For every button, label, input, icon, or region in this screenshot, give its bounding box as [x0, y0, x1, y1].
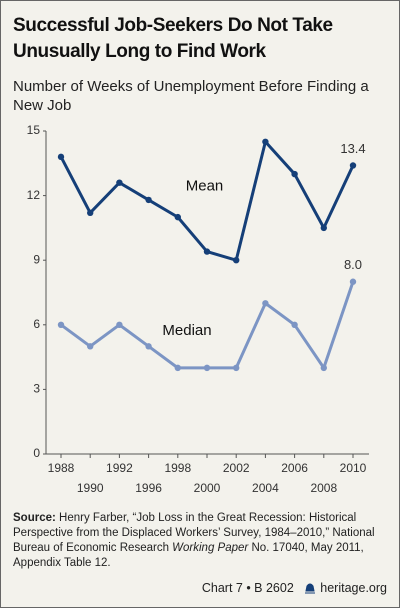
- point: [116, 179, 123, 186]
- point: [145, 343, 152, 350]
- point: [116, 321, 123, 328]
- x-tick-label: 1992: [106, 461, 133, 475]
- point: [87, 209, 94, 217]
- logo-icon: [305, 583, 316, 594]
- series-label: Mean: [186, 178, 224, 195]
- source-rest: No. 17040, May 2011, Appendix Table 12.: [13, 542, 364, 569]
- chart-subtitle: Number of Weeks of Unemployment Before F…: [13, 78, 369, 114]
- x-tick-label: 2010: [340, 461, 367, 475]
- y-tick-label: 6: [33, 317, 40, 331]
- chart-number: Chart 7 • B 2602: [201, 581, 294, 595]
- x-tick-label: 2006: [281, 461, 308, 475]
- x-tick-label: 1998: [164, 461, 191, 475]
- x-tick-label: 2004: [252, 481, 279, 495]
- y-tick-label: 12: [27, 188, 41, 202]
- point: [87, 343, 94, 350]
- point: [320, 224, 327, 232]
- chart: 0 3 6 9 12 15 19881990199219961998200020022004…: [27, 123, 369, 495]
- source-text: Henry Farber, “Job Loss in the Great Rec…: [13, 512, 375, 554]
- point: [203, 364, 211, 372]
- value-label: 8.0: [344, 257, 362, 272]
- point: [291, 170, 298, 178]
- site-name: heritage.org: [320, 581, 387, 595]
- point: [203, 248, 211, 255]
- chart-title: Successful Job-Seekers Do Not Take Unusu…: [13, 15, 333, 62]
- x-tick-label: 2000: [194, 481, 221, 495]
- point: [145, 196, 152, 204]
- x-tick-label: 1996: [135, 481, 162, 495]
- x-tick-label: 1988: [48, 461, 75, 475]
- source-note: Source: Henry Farber, “Job Loss in the G…: [13, 511, 389, 571]
- point: [57, 321, 65, 328]
- footer: Chart 7 • B 2602 heritage.org: [202, 581, 387, 595]
- point: [174, 364, 181, 372]
- point: [262, 138, 269, 145]
- value-label: 13.4: [340, 141, 365, 156]
- series-line: [59, 140, 355, 262]
- y-tick-label: 15: [27, 123, 41, 137]
- point: [291, 321, 298, 328]
- point: [349, 162, 357, 169]
- y-tick-label: 0: [33, 446, 40, 460]
- x-tick-label: 2008: [310, 481, 337, 495]
- point: [233, 257, 240, 264]
- point: [349, 278, 357, 285]
- y-tick-label: 9: [33, 252, 40, 266]
- point: [233, 364, 240, 372]
- point: [262, 300, 269, 307]
- x-tick-label: 2002: [223, 461, 250, 475]
- y-tick-label: 3: [33, 382, 40, 396]
- point: [57, 153, 65, 161]
- source-label: Source:: [13, 512, 56, 524]
- point: [174, 213, 181, 221]
- x-tick-label: 1990: [77, 481, 104, 495]
- point: [320, 364, 327, 372]
- series-label: Median: [162, 322, 211, 339]
- source-italic: Working Paper: [172, 542, 249, 554]
